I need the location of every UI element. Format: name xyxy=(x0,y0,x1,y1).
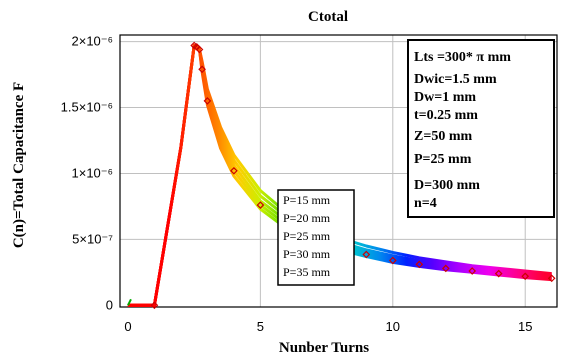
param-line: Dwic=1.5 mm xyxy=(414,72,497,87)
data-point-marker xyxy=(256,201,265,209)
x-tick-label: 0 xyxy=(124,319,131,334)
data-point-marker xyxy=(362,250,371,259)
series-line xyxy=(127,44,552,307)
data-point-marker xyxy=(547,274,556,283)
y-tick-label: 0 xyxy=(106,297,113,312)
legend-item: P=20 mm xyxy=(283,211,331,225)
chart-title: Ctotal xyxy=(308,9,348,25)
x-axis-label: Nunber Turns xyxy=(279,340,369,356)
plot-frame xyxy=(119,34,558,308)
marker-layer xyxy=(150,41,556,310)
param-line: Dw=1 mm xyxy=(414,90,476,105)
data-point-marker xyxy=(195,45,204,54)
legend-box: P=15 mm P=20 mm P=25 mm P=30 mm P=35 mm xyxy=(277,189,355,286)
data-point-marker xyxy=(203,97,212,105)
x-tick-label: 15 xyxy=(518,319,532,334)
param-line: Lts =300* π mm xyxy=(414,50,511,65)
tick-labels: 0 5 10 15 0 5×10⁻⁷ 1×10⁻⁶ 1.5×10⁻⁶ 2×10⁻⁶ xyxy=(61,34,533,334)
param-line: D=300 mm xyxy=(414,178,480,193)
y-axis-label: C(n)=Total Capacitance F xyxy=(11,82,27,248)
data-point-marker xyxy=(198,65,206,74)
param-line: P=25 mm xyxy=(414,152,472,167)
data-point-marker xyxy=(150,301,159,310)
y-tick-label: 1.5×10⁻⁶ xyxy=(61,100,113,115)
parameters-box: Lts =300* π mm Dwic=1.5 mm Dw=1 mm t=0.2… xyxy=(407,39,555,218)
y-tick-label: 5×10⁻⁷ xyxy=(72,231,113,246)
param-line: t=0.25 mm xyxy=(414,108,478,123)
data-point-marker xyxy=(521,272,530,281)
data-point-marker xyxy=(230,166,238,175)
start-tick-mark xyxy=(127,298,132,306)
legend-item: P=25 mm xyxy=(283,229,331,243)
legend-item: P=35 mm xyxy=(283,265,331,279)
legend-item: P=30 mm xyxy=(283,247,331,261)
data-point-marker xyxy=(494,269,503,278)
series-layer xyxy=(127,44,552,307)
legend-item: P=15 mm xyxy=(283,193,331,207)
param-line: Z=50 mm xyxy=(414,129,472,144)
y-tick-label: 1×10⁻⁶ xyxy=(72,165,114,180)
data-point-marker xyxy=(388,256,397,265)
param-line: n=4 xyxy=(414,196,437,211)
data-point-marker xyxy=(441,264,450,273)
x-tick-label: 5 xyxy=(257,319,264,334)
data-point-marker xyxy=(468,267,477,275)
data-point-marker xyxy=(415,260,424,269)
y-tick-label: 2×10⁻⁶ xyxy=(72,34,114,49)
x-tick-label: 10 xyxy=(386,319,400,334)
